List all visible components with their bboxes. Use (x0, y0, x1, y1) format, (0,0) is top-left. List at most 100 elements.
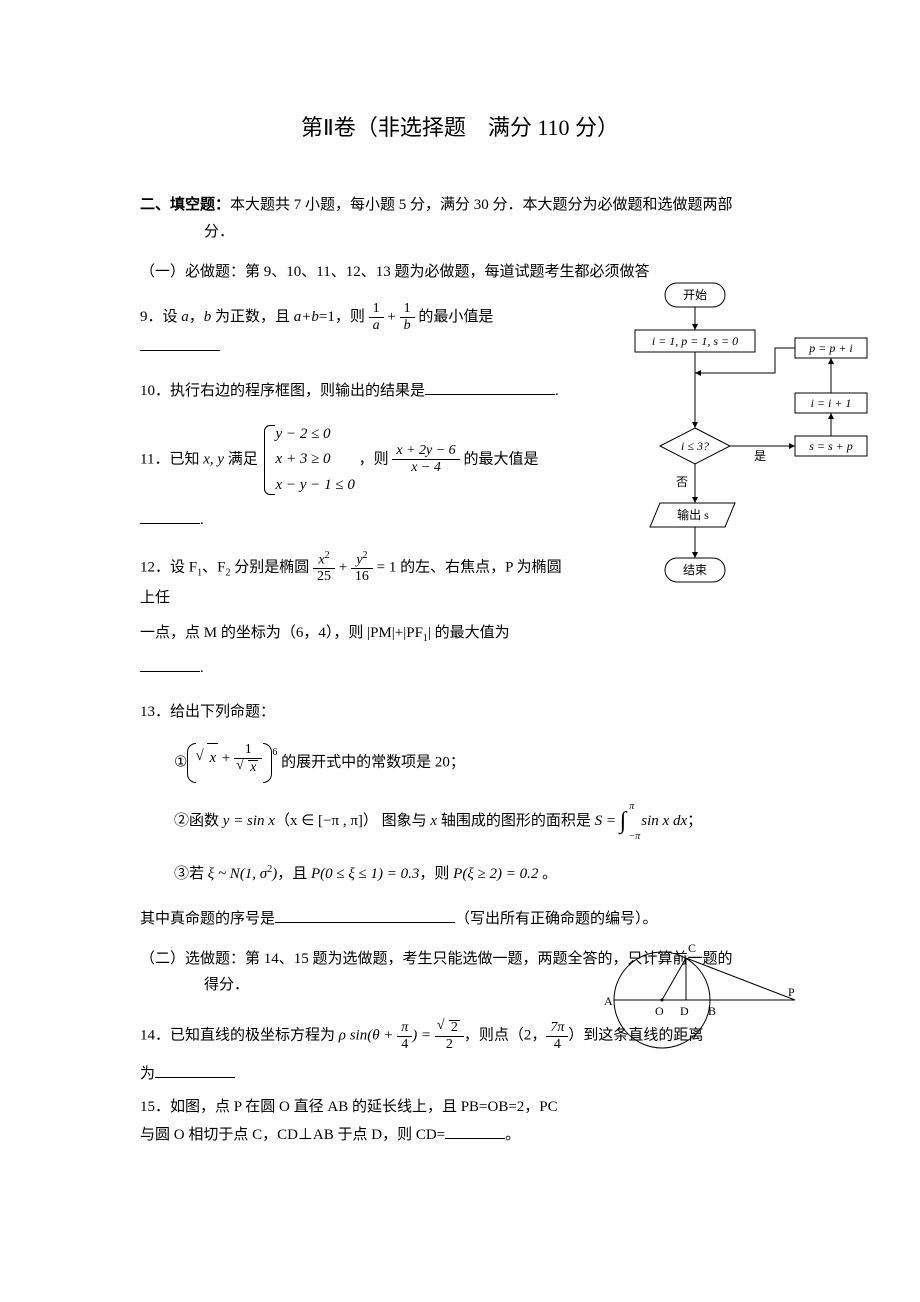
q13-c1-paren: x + 1x (187, 743, 272, 783)
q13-c1-sqrt: x (197, 743, 218, 773)
q13-c2-m: 图象与 (378, 813, 431, 829)
q13-il: −π (629, 827, 641, 846)
section-2-cont: 分． (140, 219, 780, 246)
q13-c3-t: 。 (538, 866, 557, 882)
q14-sin: sin( (350, 1028, 373, 1044)
fc-s: s = s + p (809, 439, 853, 453)
q12-l2: 一点，点 M 的坐标为（6，4），则 |PM|+|PF (140, 625, 423, 641)
q11-r1: y − 2 ≤ 0 (276, 422, 355, 448)
q12-lead: 12．设 F (140, 559, 197, 575)
q9-f2n: 1 (400, 302, 415, 318)
q13-ft: （写出所有正确命题的编号）。 (455, 911, 658, 927)
fc-init: i = 1, p = 1, s = 0 (652, 334, 738, 348)
lbl-D: D (680, 1004, 689, 1018)
fc-p: p = p + i (808, 341, 853, 355)
q11-r3: x − y − 1 ≤ 0 (276, 473, 355, 499)
lbl-P: P (788, 985, 795, 999)
q13-c3-p: (1, σ (240, 866, 267, 882)
q9-c1: ， (189, 308, 204, 324)
q13-c1-sq: x (207, 743, 218, 773)
q9-tail: 的最小值是 (415, 308, 494, 324)
q14-pt: 7π4 (546, 1021, 568, 1052)
lbl-O: O (655, 1004, 664, 1018)
q13-c2-t: ； (687, 813, 702, 829)
integral-icon: ∫π−π (620, 799, 627, 845)
q13-c2-m2: 轴围成的图形的面积是 (437, 813, 595, 829)
q12-m2: 分别是椭圆 (230, 559, 309, 575)
q10-blank (425, 381, 555, 395)
q14-rnv: 2 (449, 1020, 460, 1035)
q13-c2-l: ②函数 (174, 813, 223, 829)
q14-th: θ + (372, 1028, 393, 1044)
q13-c3-m2: ，则 (419, 866, 453, 882)
q9-frac1: 1a (369, 302, 384, 333)
q11-tail: 的最大值是 (463, 451, 538, 467)
q12-plus: + (339, 559, 347, 575)
q14-p2d: 4 (546, 1037, 568, 1052)
q13-c3-xi: ξ ~ N (208, 866, 240, 882)
q13-c3-l: ③若 (174, 866, 204, 882)
q9-f1n: 1 (369, 302, 384, 318)
fc-i: i = i + 1 (811, 396, 852, 410)
q13-ig: sin x dx (638, 813, 688, 829)
q12-xn: x2 (313, 551, 335, 570)
flowchart-diagram: 开始 i = 1, p = 1, s = 0 i ≤ 3? 是 否 输出 s 结… (610, 278, 880, 608)
q12-fx: x225 (313, 551, 335, 585)
q14-mid: ，则点（2， (464, 1028, 547, 1044)
q12-m1: 、F (202, 559, 225, 575)
q12-eq: = 1 (377, 559, 397, 575)
q13-c1-tail: 的展开式中的常数项是 20； (277, 754, 465, 770)
lbl-A: A (604, 994, 613, 1008)
problem-13-footer: 其中真命题的序号是（写出所有正确命题的编号）。 (140, 905, 780, 934)
q10-text: 10．执行右边的程序框图，则输出的结果是 (140, 383, 425, 399)
q13-c1-plus: + (222, 750, 230, 766)
q9-lead: 9．设 (140, 308, 181, 324)
q12-blank (140, 658, 200, 672)
q14-pd: 4 (397, 1037, 412, 1052)
q14-cl: ) = (412, 1028, 431, 1044)
q13-iu: π (629, 797, 634, 816)
q11-fd: x − 4 (392, 460, 459, 475)
q14-pif: π4 (397, 1021, 412, 1052)
q14-l2: 为 (140, 1066, 155, 1082)
q11-vars: x, y (203, 451, 224, 467)
page-title: 第Ⅱ卷（非选择题 满分 110 分） (140, 110, 780, 142)
q14-rn: 2 (435, 1020, 464, 1037)
q13-c3-p1: P(0 ≤ ξ ≤ 1) = 0.3 (311, 866, 419, 882)
q11-blank (140, 510, 200, 524)
problem-12-l2: 一点，点 M 的坐标为（6，4），则 |PM|+|PF1| 的最大值为 (140, 619, 570, 648)
q12-t2: | 的最大值为 (428, 625, 510, 641)
problem-13-head: 13．给出下列命题： (140, 698, 780, 727)
fc-cond: i ≤ 3? (681, 439, 709, 453)
q14-rhs: 22 (435, 1020, 464, 1052)
q11-r2: x + 3 ≥ 0 (276, 447, 355, 473)
q9-frac2: 1b (400, 302, 415, 333)
q9-mid: 为正数，且 (211, 308, 294, 324)
q15-blank (445, 1125, 505, 1139)
q12-yn: y2 (351, 551, 373, 570)
problem-15-l2: 与圆 O 相切于点 C，CD⊥AB 于点 D，则 CD=。 (140, 1121, 560, 1150)
q11-mid: 满足 (228, 451, 258, 467)
lbl-C: C (688, 941, 696, 955)
section-2-header: 二、填空题：本大题共 7 小题，每小题 5 分，满分 30 分．本大题分为必做题… (140, 192, 780, 219)
problem-13-c2: ②函数 y = sin x（x ∈ [−π , π]） 图象与 x 轴围成的图形… (140, 799, 780, 845)
problem-14-l2: 为 (140, 1060, 780, 1089)
lbl-B: B (708, 1004, 716, 1018)
problem-11: 11．已知 x, y 满足 y − 2 ≤ 0 x + 3 ≥ 0 x − y … (140, 422, 570, 499)
q9-a: a (181, 308, 189, 324)
q9-plus: + (387, 308, 395, 324)
q13-c1-lead: ① (174, 754, 187, 770)
q9-f2d: b (400, 318, 415, 333)
q9-eq: a+b (294, 308, 319, 324)
q13-c1-fd: x (234, 759, 262, 775)
fc-start: 开始 (683, 288, 707, 302)
q14-lead: 14．已知直线的极坐标方程为 (140, 1028, 335, 1044)
q13-c3-m: ，且 (277, 866, 311, 882)
q14-rd: 2 (435, 1037, 464, 1052)
q14-pn: π (397, 1021, 412, 1037)
q11-lead: 11．已知 (140, 451, 199, 467)
q13-c2-y: y = sin x (223, 813, 275, 829)
section-2-rest: 本大题共 7 小题，每小题 5 分，满分 30 分．本大题分为必做题和选做题两部 (230, 197, 733, 213)
problem-12-blank: . (140, 654, 780, 683)
q13-c2-p: （x ∈ [−π , π]） (275, 813, 378, 829)
